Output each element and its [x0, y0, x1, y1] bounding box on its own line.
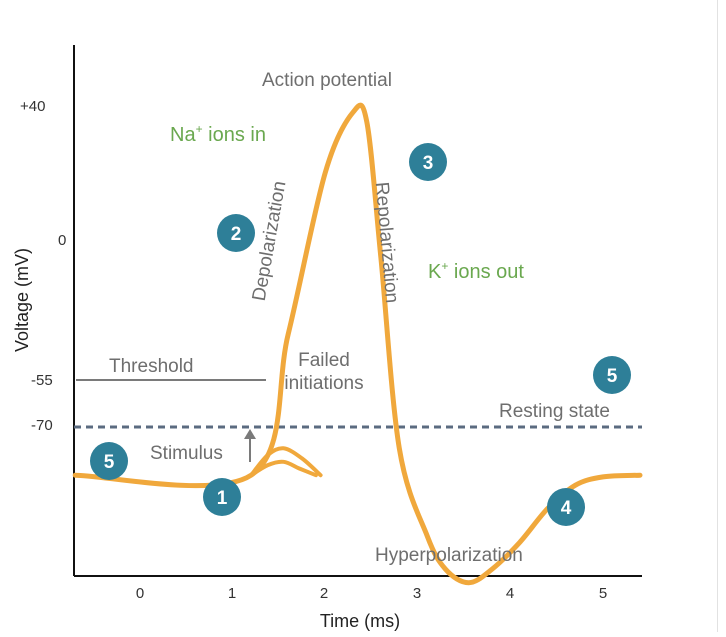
stimulus-label: Stimulus [150, 443, 223, 464]
badge-4: 4 [547, 488, 585, 526]
badge-4-number: 4 [561, 498, 572, 519]
action-potential-label: Action potential [262, 70, 392, 91]
badge-5-left: 5 [90, 442, 128, 480]
y-tick-label-40: +40 [20, 98, 45, 115]
badge-3-number: 3 [423, 153, 434, 174]
badge-4-circle [547, 488, 585, 526]
badge-5-left-number: 5 [104, 452, 115, 473]
y-tick-label-minus-70: -70 [31, 417, 53, 434]
badge-5-right-number: 5 [607, 366, 618, 387]
stimulus-arrow-head [244, 429, 256, 439]
na-ions-label: Na+ ions in [170, 122, 266, 146]
na-ions-symbol: Na [170, 124, 196, 146]
action-potential-curve [72, 102, 643, 586]
badge-2-circle [217, 214, 255, 252]
badge-3-circle [409, 143, 447, 181]
badge-1-number: 1 [217, 488, 228, 509]
badge-5-right: 5 [593, 356, 631, 394]
na-ions-superscript: + [196, 122, 203, 136]
x-tick-label-5: 5 [599, 585, 607, 602]
k-ions-superscript: + [441, 259, 448, 273]
x-axis-title: Time (ms) [320, 611, 400, 631]
y-tick-label-minus-55: -55 [31, 372, 53, 389]
depolarization-label: Depolarization [249, 179, 291, 302]
resting-state-label: Resting state [499, 401, 610, 422]
k-ions-label: K+ ions out [428, 259, 524, 283]
hyperpolarization-label: Hyperpolarization [375, 545, 523, 566]
repolarization-label: Repolarization [371, 181, 403, 304]
badge-2: 2 [217, 214, 255, 252]
na-ions-suffix: ions in [203, 124, 266, 146]
x-tick-label-3: 3 [413, 585, 421, 602]
badge-5-right-circle [593, 356, 631, 394]
x-tick-label-2: 2 [320, 585, 328, 602]
k-ions-suffix: ions out [448, 261, 524, 283]
badge-1: 1 [203, 478, 241, 516]
badge-3: 3 [409, 143, 447, 181]
x-tick-label-1: 1 [228, 585, 236, 602]
k-ions-symbol: K [428, 261, 442, 283]
x-tick-label-4: 4 [506, 585, 514, 602]
right-edge-divider [717, 0, 718, 632]
failed-initiations-line1: Failed [298, 350, 350, 371]
badge-2-number: 2 [231, 224, 242, 245]
badge-1-circle [203, 478, 241, 516]
y-axis-title: Voltage (mV) [12, 248, 32, 352]
y-tick-label-0: 0 [58, 232, 66, 249]
badge-5-left-circle [90, 442, 128, 480]
threshold-label: Threshold [109, 356, 194, 377]
x-tick-label-0: 0 [136, 585, 144, 602]
failed-initiations-line2: initiations [284, 373, 363, 394]
